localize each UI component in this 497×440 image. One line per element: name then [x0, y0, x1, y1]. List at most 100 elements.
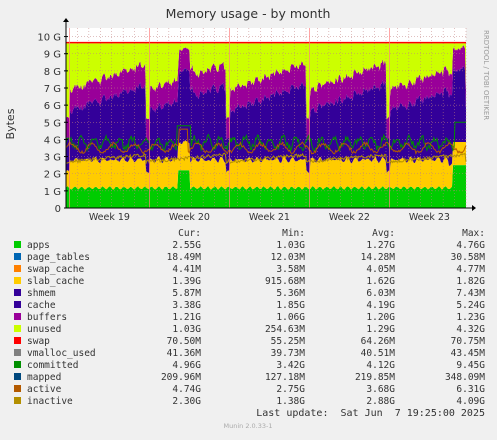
legend-value-avg: 1.20G [366, 312, 395, 323]
last-update-label: Last update: Sat Jun 7 19:25:00 2025 [256, 408, 485, 419]
legend-value-cur: 70.50M [167, 336, 202, 347]
legend-value-min: 2.75G [276, 384, 305, 395]
legend-value-max: 4.09G [456, 396, 485, 407]
legend-value-max: 6.31G [456, 384, 485, 395]
legend-value-avg: 2.88G [366, 396, 395, 407]
legend-swatch [14, 349, 21, 356]
y-tick-label: 9 G [44, 50, 61, 61]
legend-swatch [14, 277, 21, 284]
legend-value-max: 348.09M [445, 372, 485, 383]
legend-series-name: committed [27, 360, 78, 371]
legend-value-avg: 64.26M [361, 336, 396, 347]
legend-value-avg: 4.12G [366, 360, 395, 371]
y-tick-label: 8 G [44, 67, 61, 78]
legend-series-name: apps [27, 240, 50, 251]
legend-value-avg: 1.62G [366, 276, 395, 287]
x-tick-label: Week 20 [169, 212, 210, 223]
legend-swatch [14, 337, 21, 344]
legend-swatch [14, 301, 21, 308]
legend-value-cur: 1.03G [172, 324, 201, 335]
legend-value-cur: 18.49M [167, 252, 202, 263]
legend-value-cur: 4.74G [172, 384, 201, 395]
plot-area [66, 28, 466, 208]
legend-value-max: 30.58M [451, 252, 486, 263]
y-axis-label: Bytes [4, 108, 17, 139]
legend-swatch [14, 397, 21, 404]
legend-swatch [14, 373, 21, 380]
legend-series-name: swap_cache [27, 264, 84, 275]
legend-value-max: 4.77M [456, 264, 485, 275]
y-tick-label: 5 G [44, 118, 61, 129]
legend-series-name: inactive [27, 396, 73, 407]
legend-value-min: 39.73M [271, 348, 306, 359]
y-tick-label: 4 G [44, 135, 61, 146]
y-tick-label: 2 G [44, 170, 61, 181]
legend-value-min: 12.03M [271, 252, 306, 263]
legend-value-cur: 5.87M [172, 288, 201, 299]
legend-series-name: unused [27, 324, 61, 335]
legend-value-max: 43.45M [451, 348, 486, 359]
legend-value-avg: 1.27G [366, 240, 395, 251]
legend-series-name: page_tables [27, 252, 90, 263]
legend-value-avg: 4.19G [366, 300, 395, 311]
y-tick-label: 1 G [44, 187, 61, 198]
rrdtool-watermark: RRDTOOL / TOBI OETIKER [482, 30, 490, 120]
legend-value-max: 4.32G [456, 324, 485, 335]
legend-swatch [14, 313, 21, 320]
legend-value-cur: 2.30G [172, 396, 201, 407]
x-tick-label: Week 22 [329, 212, 370, 223]
y-tick-label: 0 [55, 204, 61, 215]
legend-value-cur: 2.55G [172, 240, 201, 251]
legend-value-cur: 1.21G [172, 312, 201, 323]
y-tick-label: 10 G [37, 33, 61, 44]
x-tick-label: Week 21 [249, 212, 290, 223]
legend-value-cur: 3.38G [172, 300, 201, 311]
legend-value-avg: 1.29G [366, 324, 395, 335]
legend-value-max: 1.23G [456, 312, 485, 323]
legend-value-max: 1.82G [456, 276, 485, 287]
legend-swatch [14, 385, 21, 392]
legend-value-cur: 41.36M [167, 348, 202, 359]
legend-value-min: 3.42G [276, 360, 305, 371]
legend-value-min: 3.58M [276, 264, 305, 275]
legend-series-name: slab_cache [27, 276, 84, 287]
legend-swatch [14, 325, 21, 332]
legend-header-max: Max: [462, 228, 485, 239]
legend-value-max: 70.75M [451, 336, 486, 347]
legend-value-min: 1.85G [276, 300, 305, 311]
legend-value-cur: 4.41M [172, 264, 201, 275]
legend-swatch [14, 241, 21, 248]
legend-value-avg: 219.85M [355, 372, 395, 383]
legend-value-min: 5.36M [276, 288, 305, 299]
y-tick-label: 6 G [44, 101, 61, 112]
legend-value-avg: 3.68G [366, 384, 395, 395]
legend-value-min: 915.68M [265, 276, 305, 287]
legend-value-max: 4.76G [456, 240, 485, 251]
legend-swatch [14, 289, 21, 296]
legend-value-cur: 1.39G [172, 276, 201, 287]
munin-version-footer: Munin 2.0.33-1 [224, 422, 273, 430]
y-tick-label: 3 G [44, 153, 61, 164]
legend-header-cur: Cur: [178, 228, 201, 239]
legend-header-avg: Avg: [372, 228, 395, 239]
legend-series-name: vmalloc_used [27, 348, 96, 359]
legend-value-avg: 40.51M [361, 348, 396, 359]
legend-value-cur: 209.96M [161, 372, 201, 383]
legend-series-name: shmem [27, 288, 56, 299]
legend-swatch [14, 265, 21, 272]
legend-value-min: 1.03G [276, 240, 305, 251]
legend-value-max: 7.43M [456, 288, 485, 299]
legend-series-name: swap [27, 336, 50, 347]
legend-value-max: 5.24G [456, 300, 485, 311]
legend-value-avg: 14.28M [361, 252, 396, 263]
legend-value-avg: 6.03M [366, 288, 395, 299]
legend-value-cur: 4.96G [172, 360, 201, 371]
legend-value-min: 1.06G [276, 312, 305, 323]
legend-value-max: 9.45G [456, 360, 485, 371]
legend-series-name: active [27, 384, 62, 395]
legend-header-min: Min: [282, 228, 305, 239]
x-tick-label: Week 23 [409, 212, 450, 223]
x-tick-label: Week 19 [89, 212, 130, 223]
legend-series-name: cache [27, 300, 56, 311]
